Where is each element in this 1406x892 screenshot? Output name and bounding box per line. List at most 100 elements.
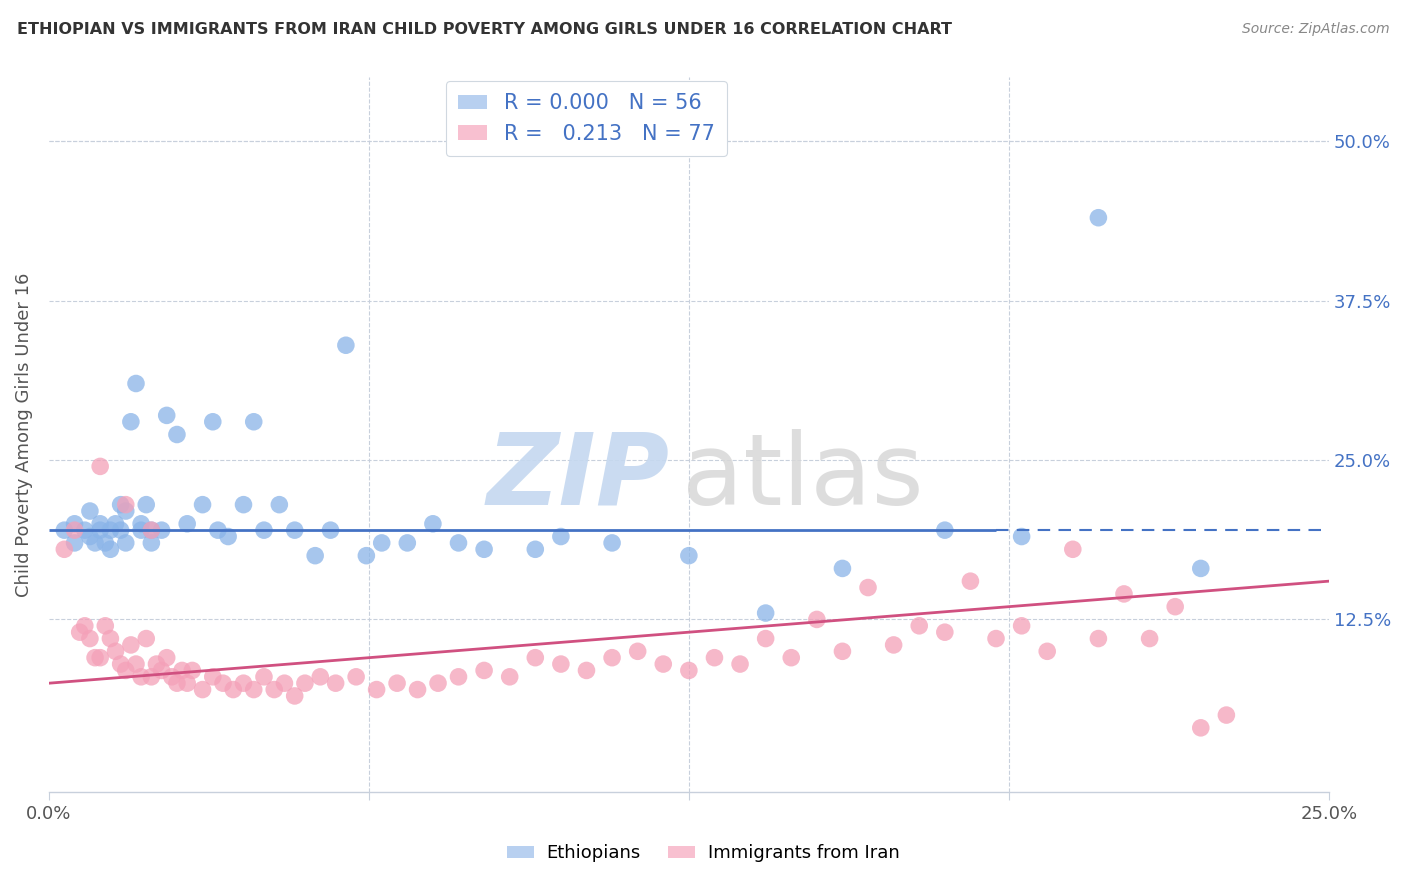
Point bbox=[141, 536, 163, 550]
Point bbox=[110, 498, 132, 512]
Text: Source: ZipAtlas.com: Source: ZipAtlas.com bbox=[1241, 22, 1389, 37]
Point bbox=[89, 516, 111, 531]
Point bbox=[806, 612, 828, 626]
Point bbox=[273, 676, 295, 690]
Point bbox=[114, 536, 136, 550]
Point bbox=[370, 536, 392, 550]
Point bbox=[79, 529, 101, 543]
Point bbox=[422, 516, 444, 531]
Point bbox=[150, 664, 173, 678]
Point bbox=[1087, 632, 1109, 646]
Point bbox=[141, 670, 163, 684]
Point bbox=[84, 536, 107, 550]
Point bbox=[94, 536, 117, 550]
Point bbox=[104, 644, 127, 658]
Point bbox=[53, 542, 76, 557]
Text: atlas: atlas bbox=[682, 429, 924, 526]
Point bbox=[69, 625, 91, 640]
Point bbox=[207, 523, 229, 537]
Point bbox=[181, 664, 204, 678]
Point bbox=[89, 650, 111, 665]
Point bbox=[1062, 542, 1084, 557]
Point bbox=[53, 523, 76, 537]
Point bbox=[263, 682, 285, 697]
Point bbox=[201, 415, 224, 429]
Point bbox=[575, 664, 598, 678]
Point bbox=[550, 657, 572, 671]
Point bbox=[145, 657, 167, 671]
Point bbox=[325, 676, 347, 690]
Point bbox=[728, 657, 751, 671]
Point bbox=[652, 657, 675, 671]
Point bbox=[406, 682, 429, 697]
Point bbox=[934, 625, 956, 640]
Point bbox=[63, 523, 86, 537]
Point bbox=[129, 670, 152, 684]
Point bbox=[242, 415, 264, 429]
Point bbox=[253, 670, 276, 684]
Point bbox=[191, 682, 214, 697]
Point bbox=[356, 549, 378, 563]
Point bbox=[114, 664, 136, 678]
Point bbox=[191, 498, 214, 512]
Point bbox=[472, 664, 495, 678]
Point bbox=[284, 689, 307, 703]
Point bbox=[212, 676, 235, 690]
Point bbox=[253, 523, 276, 537]
Point bbox=[959, 574, 981, 589]
Legend: R = 0.000   N = 56, R =   0.213   N = 77: R = 0.000 N = 56, R = 0.213 N = 77 bbox=[446, 80, 727, 156]
Point bbox=[524, 650, 547, 665]
Point bbox=[232, 498, 254, 512]
Point bbox=[335, 338, 357, 352]
Point bbox=[110, 657, 132, 671]
Point bbox=[73, 619, 96, 633]
Point bbox=[447, 670, 470, 684]
Point bbox=[678, 549, 700, 563]
Point bbox=[385, 676, 408, 690]
Point bbox=[120, 415, 142, 429]
Point bbox=[366, 682, 388, 697]
Point bbox=[703, 650, 725, 665]
Point bbox=[73, 523, 96, 537]
Point bbox=[156, 650, 179, 665]
Point bbox=[129, 516, 152, 531]
Y-axis label: Child Poverty Among Girls Under 16: Child Poverty Among Girls Under 16 bbox=[15, 272, 32, 597]
Point bbox=[242, 682, 264, 697]
Point bbox=[319, 523, 342, 537]
Point bbox=[856, 581, 879, 595]
Point bbox=[1164, 599, 1187, 614]
Point bbox=[831, 644, 853, 658]
Point bbox=[1011, 529, 1033, 543]
Point bbox=[120, 638, 142, 652]
Point bbox=[217, 529, 239, 543]
Point bbox=[94, 619, 117, 633]
Point bbox=[222, 682, 245, 697]
Point bbox=[79, 504, 101, 518]
Point bbox=[755, 632, 778, 646]
Legend: Ethiopians, Immigrants from Iran: Ethiopians, Immigrants from Iran bbox=[499, 838, 907, 870]
Point bbox=[344, 670, 367, 684]
Point bbox=[201, 670, 224, 684]
Point bbox=[125, 376, 148, 391]
Point bbox=[755, 606, 778, 620]
Point bbox=[600, 650, 623, 665]
Point bbox=[166, 427, 188, 442]
Point bbox=[600, 536, 623, 550]
Point bbox=[550, 529, 572, 543]
Point bbox=[129, 523, 152, 537]
Point bbox=[304, 549, 326, 563]
Point bbox=[984, 632, 1007, 646]
Point bbox=[627, 644, 650, 658]
Point bbox=[1189, 721, 1212, 735]
Point bbox=[284, 523, 307, 537]
Point bbox=[447, 536, 470, 550]
Point bbox=[1087, 211, 1109, 225]
Point bbox=[1112, 587, 1135, 601]
Point bbox=[89, 523, 111, 537]
Point bbox=[883, 638, 905, 652]
Point bbox=[294, 676, 316, 690]
Point bbox=[114, 504, 136, 518]
Point bbox=[104, 516, 127, 531]
Point bbox=[156, 409, 179, 423]
Point bbox=[114, 498, 136, 512]
